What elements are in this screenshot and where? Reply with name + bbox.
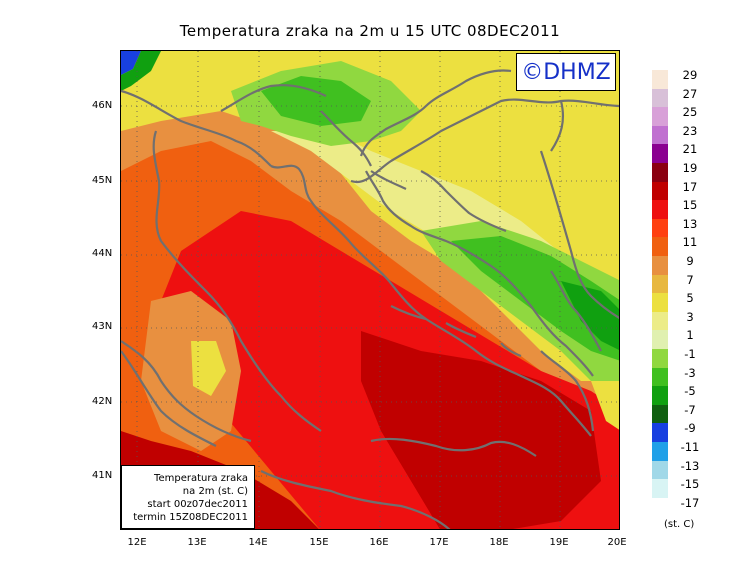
- legend-swatch: [652, 349, 668, 368]
- legend-value: 15: [682, 198, 698, 213]
- lon-label-12e: 12E: [127, 537, 147, 548]
- legend-value: 29: [682, 68, 698, 82]
- legend-swatch: [652, 497, 668, 517]
- lon-label-16e: 16E: [369, 537, 389, 548]
- lon-label-13e: 13E: [187, 537, 207, 548]
- field-green-north-dark: [261, 76, 371, 126]
- legend-value: -9: [684, 421, 696, 436]
- lat-label-45n: 45N: [92, 175, 113, 186]
- forecast-info-box: Temperatura zraka na 2m (st. C) start 00…: [121, 465, 255, 529]
- legend-swatch: [652, 442, 668, 461]
- legend-swatch: [652, 237, 668, 257]
- lon-label-20e: 20E: [607, 537, 627, 548]
- legend-swatch: [652, 423, 668, 443]
- temperature-map: [120, 50, 620, 530]
- legend-value: -13: [680, 458, 700, 473]
- legend-swatch: [652, 256, 668, 275]
- lat-label-46n: 46N: [92, 100, 113, 111]
- lon-label-14e: 14E: [248, 537, 268, 548]
- legend-value: 23: [682, 123, 698, 138]
- legend-swatch: [652, 107, 668, 127]
- legend-swatch: [652, 293, 668, 313]
- legend-swatch: [652, 88, 668, 108]
- legend-swatch: [652, 125, 668, 145]
- legend-value: 3: [686, 309, 694, 324]
- legend-swatch: [652, 330, 668, 350]
- legend-value: -11: [680, 440, 700, 454]
- legend-value: 25: [682, 105, 698, 120]
- legend-value: 9: [686, 254, 694, 268]
- map-canvas: [121, 51, 619, 529]
- legend-value: -7: [684, 402, 696, 417]
- dhmz-logo: ©DHMZ: [516, 53, 616, 91]
- legend-units: (st. C): [664, 519, 695, 530]
- legend-swatch: [652, 460, 668, 480]
- legend-value: -5: [684, 384, 696, 399]
- grid-lines: [121, 51, 619, 529]
- legend-value: 7: [686, 272, 694, 287]
- legend-swatch: [652, 311, 668, 331]
- lon-label-17e: 17E: [429, 537, 449, 548]
- field-green-east-darker: [561, 281, 619, 350]
- legend-swatch: [652, 274, 668, 294]
- legend-swatch: [652, 218, 668, 238]
- legend-value: -1: [684, 347, 696, 361]
- color-legend: 29 27 25 23 21 19 17 15 13 11 9 7 5 3 1 -1 -3 -5 -7 -9 -11 -1…: [648, 68, 728, 520]
- legend-swatch: [652, 404, 668, 424]
- coastlines: [121, 69, 619, 529]
- field-blue-corner: [121, 51, 141, 75]
- lon-label-15e: 15E: [309, 537, 329, 548]
- legend-value: 11: [682, 235, 698, 250]
- field-darkred: [361, 331, 601, 529]
- legend-swatch: [652, 479, 668, 499]
- legend-swatch: [652, 367, 668, 387]
- legend-swatch: [652, 181, 668, 201]
- info-line-3: start 00z07dec2011: [147, 499, 248, 510]
- legend-value: 13: [682, 216, 698, 231]
- lat-label-43n: 43N: [92, 321, 113, 332]
- info-line-1: Temperatura zraka: [154, 473, 248, 484]
- legend-value: -3: [684, 365, 696, 380]
- legend-swatch: [652, 144, 668, 164]
- legend-value: 17: [682, 179, 698, 194]
- field-italy-orange: [141, 291, 241, 451]
- legend-swatch: [652, 163, 668, 182]
- field-italy-yellow2: [191, 341, 226, 396]
- map-title: Temperatura zraka na 2m u 15 UTC 08DEC20…: [179, 22, 561, 40]
- lat-label-44n: 44N: [92, 248, 113, 259]
- lat-label-42n: 42N: [92, 396, 113, 407]
- legend-swatch: [652, 70, 668, 89]
- legend-value: 21: [682, 142, 698, 157]
- info-line-2: na 2m (st. C): [182, 486, 248, 497]
- field-green-corner: [121, 51, 161, 91]
- field-se-yellow: [591, 381, 619, 430]
- legend-value: 27: [682, 86, 698, 101]
- legend-value: 19: [682, 161, 698, 175]
- lat-label-41n: 41N: [92, 470, 113, 481]
- info-line-4: termin 15Z08DEC2011: [133, 512, 248, 523]
- legend-value: -15: [680, 477, 700, 492]
- lon-label-18e: 18E: [489, 537, 509, 548]
- legend-swatch: [652, 386, 668, 406]
- legend-value: -17: [680, 495, 700, 510]
- legend-swatch: [652, 200, 668, 220]
- legend-value: 5: [686, 291, 694, 306]
- legend-value: 1: [686, 328, 694, 343]
- lon-label-19e: 19E: [549, 537, 569, 548]
- field-green-east: [421, 221, 619, 381]
